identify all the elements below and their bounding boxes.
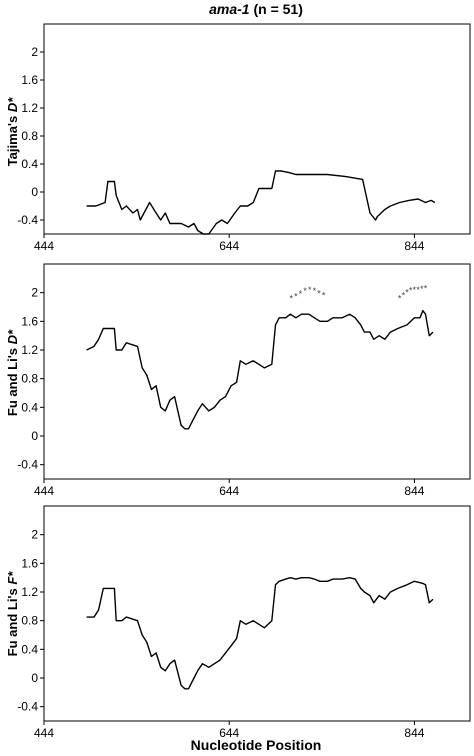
significance-star: * bbox=[313, 286, 317, 296]
significance-star: * bbox=[290, 293, 294, 303]
x-axis-label: Nucleotide Position bbox=[191, 737, 322, 753]
x-tick-label: 844 bbox=[404, 484, 424, 498]
significance-star: * bbox=[303, 286, 307, 296]
plot-frame bbox=[43, 263, 471, 480]
significance-star: * bbox=[299, 289, 303, 299]
ylabel-fu-li-f: Fu and Li's F* bbox=[5, 571, 20, 657]
significance-star: * bbox=[294, 291, 298, 301]
significance-star: * bbox=[402, 291, 406, 301]
significance-star: * bbox=[413, 285, 417, 295]
y-tick-label: 0.4 bbox=[21, 642, 38, 656]
significance-star: * bbox=[322, 291, 326, 301]
series-line bbox=[86, 309, 434, 430]
plot-frame bbox=[43, 505, 471, 722]
significance-star: * bbox=[398, 293, 402, 303]
y-tick-label: 0.4 bbox=[21, 157, 38, 171]
x-tick-label: 844 bbox=[404, 239, 424, 253]
y-tick-label: 1.2 bbox=[21, 585, 38, 599]
x-tick-label: 844 bbox=[404, 726, 424, 740]
x-tick-label: 644 bbox=[219, 726, 239, 740]
y-tick-label: -0.4 bbox=[17, 700, 38, 714]
figure-title: ama-1 (n = 51) bbox=[209, 1, 303, 17]
significance-star: * bbox=[405, 288, 409, 298]
y-tick-label: 2 bbox=[31, 528, 38, 542]
significance-star: * bbox=[409, 286, 413, 296]
x-tick-label: 444 bbox=[34, 484, 54, 498]
ylabel-tajimas-d: Tajima's D* bbox=[5, 97, 20, 167]
y-tick-label: 1.6 bbox=[21, 73, 38, 87]
y-tick-label: 1.2 bbox=[21, 343, 38, 357]
y-tick-label: 1.6 bbox=[21, 556, 38, 570]
y-tick-label: 0 bbox=[31, 429, 38, 443]
y-tick-label: 0.8 bbox=[21, 614, 38, 628]
plot-frame bbox=[43, 23, 471, 235]
y-tick-label: 0 bbox=[31, 185, 38, 199]
significance-star: * bbox=[317, 288, 321, 298]
x-tick-label: 444 bbox=[34, 239, 54, 253]
y-tick-label: 1.2 bbox=[21, 101, 38, 115]
y-tick-label: 2 bbox=[31, 286, 38, 300]
y-tick-label: 0.8 bbox=[21, 372, 38, 386]
significance-star: * bbox=[308, 285, 312, 295]
y-tick-label: -0.4 bbox=[17, 213, 38, 227]
y-tick-label: 2 bbox=[31, 45, 38, 59]
panel-fu-li-f: Fu and Li's F* -0.4 0 0.4 0.8 1.2 1.6 2 444 644 8… bbox=[5, 505, 471, 740]
significance-star: * bbox=[416, 285, 420, 295]
y-tick-label: 1.6 bbox=[21, 314, 38, 328]
panel-fu-li-d: Fu and Li's D* -0.4 0 0.4 0.8 1.2 1.6 2 444 644 8… bbox=[5, 263, 471, 498]
significance-star: * bbox=[424, 283, 428, 293]
x-tick-label: 644 bbox=[219, 239, 239, 253]
significance-star: * bbox=[420, 284, 424, 294]
panel-tajimas-d: Tajima's D* -0.4 0 0.4 0.8 1.2 1.6 2 444 644 844 bbox=[5, 23, 471, 253]
x-tick-label: 644 bbox=[219, 484, 239, 498]
x-tick-label: 444 bbox=[34, 726, 54, 740]
y-tick-label: 0.4 bbox=[21, 400, 38, 414]
series-line bbox=[86, 577, 434, 690]
series-line bbox=[86, 170, 436, 235]
ylabel-fu-li-d: Fu and Li's D* bbox=[5, 329, 20, 416]
y-tick-label: 0.8 bbox=[21, 129, 38, 143]
y-tick-label: -0.4 bbox=[17, 458, 38, 472]
y-tick-label: 0 bbox=[31, 671, 38, 685]
